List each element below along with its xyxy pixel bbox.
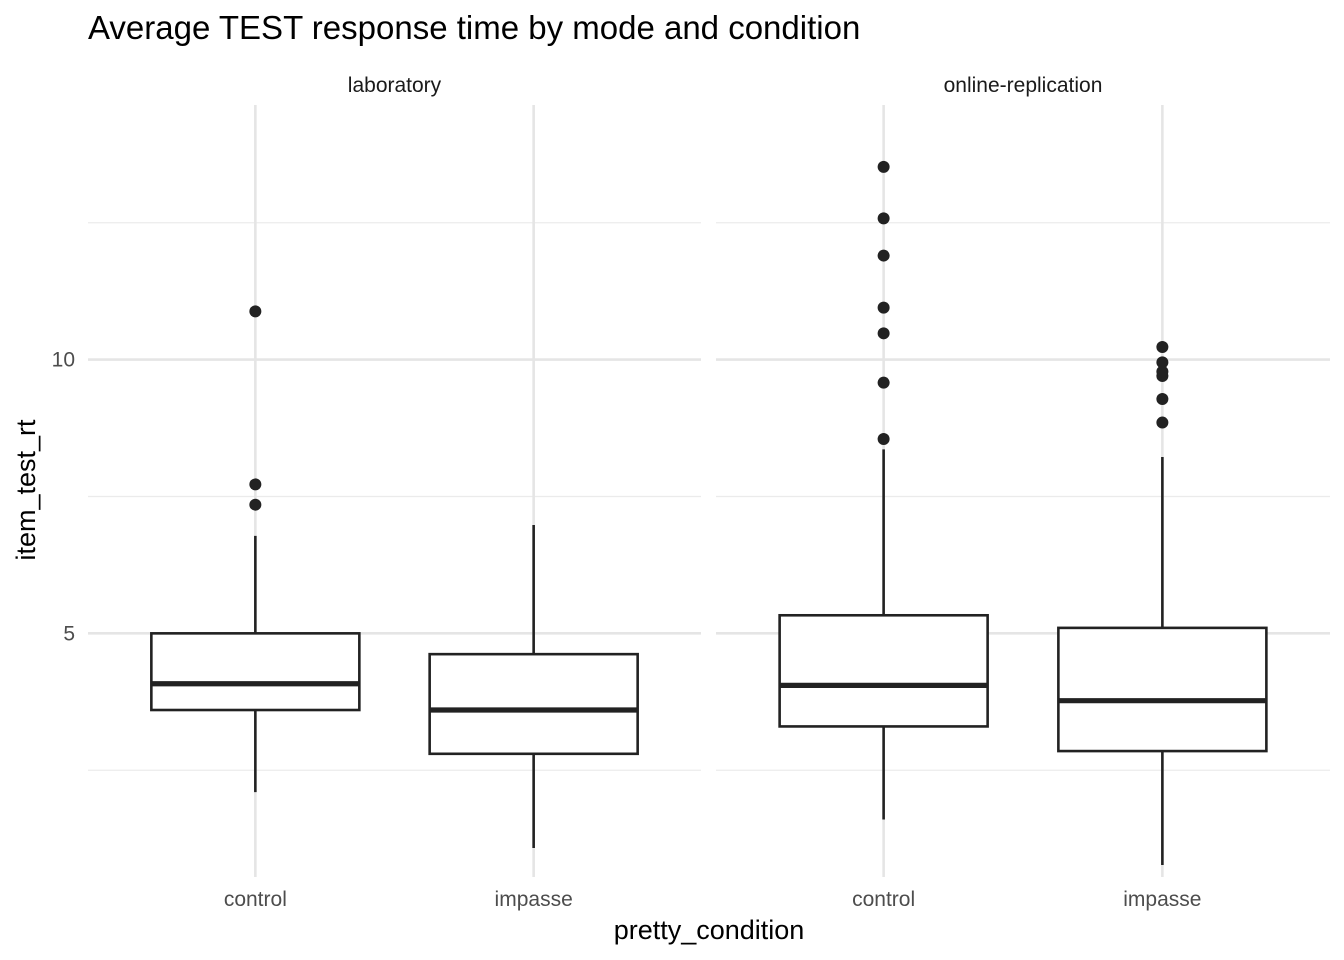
outlier-point bbox=[877, 376, 890, 389]
facet-panel-laboratory: laboratory control impasse bbox=[88, 74, 701, 911]
outlier-point bbox=[1156, 393, 1169, 406]
box-impasse bbox=[428, 524, 639, 848]
y-tick-label: 5 bbox=[63, 622, 75, 645]
outlier-point bbox=[249, 305, 262, 318]
iqr-box bbox=[150, 632, 361, 712]
facet-panel-online-replication: online-replication control impasse bbox=[716, 74, 1330, 911]
iqr-box bbox=[778, 613, 989, 728]
facet-label: laboratory bbox=[348, 74, 442, 97]
iqr-box bbox=[428, 652, 639, 756]
outlier-point bbox=[1156, 416, 1169, 429]
x-axis-title: pretty_condition bbox=[614, 915, 805, 945]
chart-title: Average TEST response time by mode and c… bbox=[88, 9, 860, 46]
outlier-point bbox=[877, 160, 890, 173]
box-control bbox=[778, 160, 989, 820]
x-tick-label: impasse bbox=[495, 888, 573, 911]
x-tick-label: control bbox=[224, 888, 287, 911]
x-tick-label: control bbox=[852, 888, 915, 911]
outlier-point bbox=[1156, 365, 1169, 378]
outlier-point bbox=[877, 212, 890, 225]
outlier-point bbox=[1156, 341, 1169, 354]
y-axis-title: item_test_rt bbox=[11, 419, 41, 561]
outlier-point bbox=[249, 478, 262, 491]
outlier-point bbox=[877, 432, 890, 445]
x-tick-label: impasse bbox=[1123, 888, 1201, 911]
outlier-point bbox=[1156, 356, 1169, 369]
outlier-point bbox=[249, 498, 262, 511]
outlier-point bbox=[877, 301, 890, 314]
y-tick-label: 10 bbox=[52, 349, 75, 372]
iqr-box bbox=[1057, 626, 1268, 753]
outlier-point bbox=[877, 327, 890, 340]
facet-label: online-replication bbox=[944, 74, 1103, 97]
outlier-point bbox=[877, 249, 890, 262]
box-impasse bbox=[1057, 341, 1268, 865]
box-control bbox=[150, 305, 361, 793]
